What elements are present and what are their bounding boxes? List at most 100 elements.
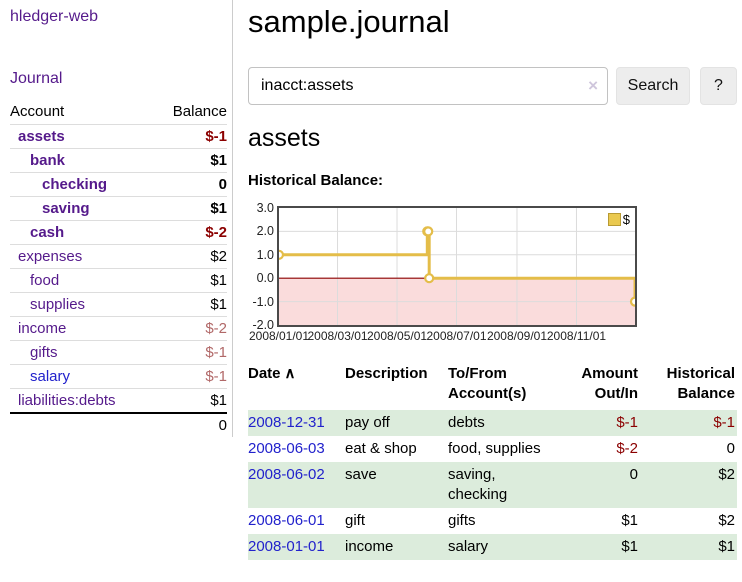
account-link[interactable]: cash — [30, 224, 65, 241]
account-link[interactable]: supplies — [30, 296, 86, 313]
accounts-total-row: 0 — [10, 411, 227, 437]
y-tick-label: -2.0 — [252, 318, 274, 332]
x-tick-label: 2008/01/01 — [248, 329, 310, 343]
transaction-description: gift — [345, 512, 366, 529]
account-balance: $-2 — [153, 220, 227, 245]
register-table: Date ∧ Description To/From Account(s) Amount… — [248, 360, 737, 560]
account-row: income $-2 — [10, 316, 227, 341]
accounts-table: Account Balance assets $-1 bank $1 checking 0… — [10, 101, 227, 437]
account-link[interactable]: liabilities:debts — [18, 391, 116, 409]
account-row: salary $-1 — [10, 364, 227, 389]
clear-search-icon[interactable]: × — [588, 76, 598, 95]
transaction-description: pay off — [345, 414, 390, 431]
account-row: expenses $2 — [10, 244, 227, 269]
transaction-date-link[interactable]: 2008-06-02 — [248, 466, 325, 483]
account-link[interactable]: checking — [42, 176, 108, 193]
legend-label: $ — [622, 212, 630, 227]
transaction-accounts: saving, checking — [448, 466, 508, 503]
search-input[interactable] — [248, 67, 608, 105]
transaction-row: 2008-06-03 eat & shop food, supplies $-2 0 — [248, 436, 737, 462]
account-heading: assets — [248, 124, 321, 152]
account-cell: supplies — [10, 292, 154, 317]
account-row: checking 0 — [10, 172, 227, 197]
balance-chart: 3.0 2.0 1.0 0.0 -1.0 -2.0 $ 2008/01/01 2008/03… — [248, 199, 668, 344]
transaction-balance: 0 — [726, 440, 735, 457]
transaction-description: eat & shop — [345, 440, 417, 457]
account-link[interactable]: bank — [30, 152, 66, 169]
x-tick-label: 2008/03/01 — [307, 329, 368, 343]
chart-title: Historical Balance: — [248, 172, 384, 189]
y-tick-label: 3.0 — [256, 201, 274, 215]
transaction-description: income — [345, 538, 394, 555]
sidebar: hledger-web Journal Account Balance asse… — [0, 0, 233, 437]
account-link[interactable]: food — [30, 272, 60, 289]
search-input-wrap: × — [248, 67, 608, 105]
transaction-date-link[interactable]: 2008-01-01 — [248, 538, 325, 555]
transaction-date-cell: 2008-12-31 — [248, 410, 345, 436]
account-balance: 0 — [153, 172, 227, 197]
transaction-row: 2008-06-01 gift gifts $1 $2 — [248, 508, 737, 534]
account-link[interactable]: assets — [18, 128, 65, 145]
chart-x-axis: 2008/01/01 2008/03/01 2008/05/01 2008/07/01… — [249, 329, 637, 344]
transaction-date-link[interactable]: 2008-12-31 — [248, 414, 325, 431]
x-tick-label: 2008/07/01 — [426, 329, 487, 343]
account-link[interactable]: salary — [30, 368, 71, 385]
y-tick-label: 0.0 — [256, 271, 274, 286]
transaction-date-cell: 2008-01-01 — [248, 534, 345, 560]
account-link[interactable]: gifts — [30, 344, 58, 361]
register-header-to-from-account-s-: To/From Account(s) — [448, 365, 527, 402]
chart-plot-area: $ — [277, 206, 637, 327]
transaction-row: 2008-12-31 pay off debts $-1 $-1 — [248, 410, 737, 436]
account-cell: cash — [10, 220, 154, 245]
total-spacer — [10, 411, 154, 437]
account-link[interactable]: income — [18, 320, 67, 337]
app-title-link[interactable]: hledger-web — [10, 8, 99, 25]
transaction-amount: $1 — [621, 512, 638, 529]
page-title: sample.journal — [248, 4, 450, 39]
accounts-header-row: Account Balance — [10, 101, 227, 125]
transaction-date-link[interactable]: 2008-06-01 — [248, 512, 325, 529]
account-row: assets $-1 — [10, 124, 227, 149]
account-row: supplies $1 — [10, 292, 227, 317]
account-row: liabilities:debts $1 — [10, 388, 227, 413]
account-cell: salary — [10, 364, 154, 389]
nav-journal-link[interactable]: Journal — [10, 70, 63, 87]
search-form: × Search ? — [248, 67, 742, 105]
account-row: bank $1 — [10, 148, 227, 173]
account-balance: $2 — [153, 244, 227, 269]
search-button[interactable]: Search — [616, 67, 690, 105]
legend-swatch-icon — [607, 213, 621, 226]
transaction-amount: $-2 — [616, 440, 638, 457]
y-tick-label: 1.0 — [256, 247, 274, 262]
transaction-date-cell: 2008-06-03 — [248, 436, 345, 462]
register-header-date[interactable]: Date ∧ — [248, 365, 296, 382]
data-point-marker — [279, 249, 285, 260]
account-balance: $-2 — [153, 316, 227, 341]
transaction-date-link[interactable]: 2008-06-03 — [248, 440, 325, 457]
register-header-historical-balance: Historical Balance — [666, 365, 735, 402]
account-link[interactable]: saving — [42, 200, 90, 217]
help-button[interactable]: ? — [700, 67, 737, 105]
account-balance: $1 — [153, 388, 227, 413]
accounts-header-balance: Balance — [153, 101, 227, 125]
sort-ascending-icon: ∧ — [284, 365, 296, 382]
register-header-description: Description — [345, 365, 428, 382]
account-balance: $1 — [153, 292, 227, 317]
account-cell: income — [10, 316, 154, 341]
transaction-amount: 0 — [629, 466, 638, 483]
account-link[interactable]: expenses — [18, 248, 83, 265]
transaction-amount: $1 — [621, 538, 638, 555]
y-tick-label: -1.0 — [252, 294, 274, 309]
account-balance: $-1 — [153, 364, 227, 389]
account-cell: gifts — [10, 340, 154, 365]
x-tick-label: 2008/11/01 — [546, 329, 607, 343]
transaction-row: 2008-01-01 income salary $1 $1 — [248, 534, 737, 560]
transaction-date-cell: 2008-06-01 — [248, 508, 345, 534]
account-balance: $1 — [153, 196, 227, 221]
account-row: food $1 — [10, 268, 227, 293]
account-balance: $-1 — [153, 124, 227, 149]
y-tick-label: 2.0 — [256, 224, 274, 239]
transaction-accounts: debts — [448, 414, 485, 431]
account-row: cash $-2 — [10, 220, 227, 245]
accounts-total-balance: 0 — [153, 411, 227, 437]
